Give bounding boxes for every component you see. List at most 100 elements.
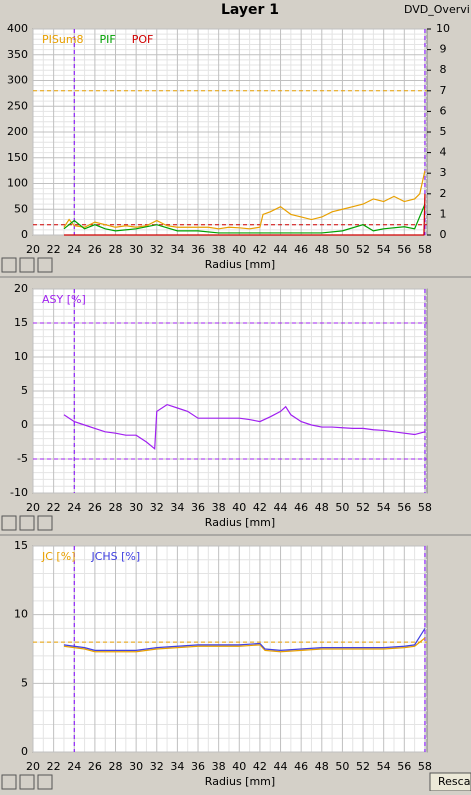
- series-line: [63, 193, 426, 236]
- x-tick-label: 48: [315, 243, 329, 256]
- y2-tick-label: 5: [440, 125, 447, 138]
- y-tick-label: 350: [7, 48, 28, 61]
- y2-tick-label: 4: [440, 146, 447, 159]
- x-tick-label: 42: [253, 243, 267, 256]
- x-tick-label: 54: [377, 243, 391, 256]
- x-tick-label: 24: [67, 501, 81, 514]
- toolbar-icon[interactable]: [1, 257, 17, 273]
- x-tick-label: 44: [274, 243, 288, 256]
- y2-tick-label: 2: [440, 187, 447, 200]
- x-tick-label: 54: [377, 760, 391, 773]
- y2-tick-label: 9: [440, 43, 447, 56]
- x-tick-label: 36: [191, 760, 205, 773]
- x-tick-label: 52: [356, 243, 370, 256]
- y2-tick-label: 3: [440, 166, 447, 179]
- x-tick-label: 20: [26, 243, 40, 256]
- toolbar-icon[interactable]: [37, 257, 53, 273]
- series-line: [63, 170, 426, 230]
- x-tick-label: 56: [397, 501, 411, 514]
- x-tick-label: 28: [109, 243, 123, 256]
- x-tick-label: 56: [397, 243, 411, 256]
- y-tick-label: 0: [21, 228, 28, 241]
- y-tick-label: -5: [17, 452, 28, 465]
- legend-entry: JCHS [%]: [90, 550, 140, 563]
- y-tick-label: 400: [7, 22, 28, 35]
- x-tick-label: 32: [150, 760, 164, 773]
- y-tick-label: 10: [14, 608, 28, 621]
- y2-tick-label: 6: [440, 104, 447, 117]
- y-tick-label: 200: [7, 125, 28, 138]
- toolbar-icon[interactable]: [37, 774, 53, 790]
- rescale-label[interactable]: Rescal: [438, 775, 471, 788]
- y-tick-label: 5: [21, 676, 28, 689]
- x-tick-label: 40: [232, 501, 246, 514]
- y-tick-label: 15: [14, 316, 28, 329]
- y-tick-label: 0: [21, 745, 28, 758]
- x-tick-label: 38: [212, 760, 226, 773]
- x-tick-label: 28: [109, 501, 123, 514]
- y2-tick-label: 10: [436, 22, 450, 35]
- y-tick-label: 250: [7, 99, 28, 112]
- series-line: [63, 628, 426, 651]
- y-tick-label: -10: [10, 486, 28, 499]
- x-tick-label: 46: [294, 501, 308, 514]
- toolbar-icon[interactable]: [37, 515, 53, 531]
- x-tick-label: 42: [253, 760, 267, 773]
- x-tick-label: 26: [88, 243, 102, 256]
- y-tick-label: 0: [21, 418, 28, 431]
- x-tick-label: 44: [274, 760, 288, 773]
- x-tick-label: 32: [150, 501, 164, 514]
- y-tick-label: 15: [14, 539, 28, 552]
- x-tick-label: 58: [418, 501, 432, 514]
- x-tick-label: 32: [150, 243, 164, 256]
- x-tick-label: 30: [129, 243, 143, 256]
- x-tick-label: 48: [315, 501, 329, 514]
- series-line: [63, 403, 426, 451]
- x-tick-label: 44: [274, 501, 288, 514]
- x-tick-label: 34: [170, 243, 184, 256]
- toolbar-icon[interactable]: [1, 774, 17, 790]
- x-tick-label: 42: [253, 501, 267, 514]
- y-tick-label: 20: [14, 282, 28, 295]
- x-tick-label: 40: [232, 243, 246, 256]
- x-axis-label: Radius [mm]: [205, 775, 275, 788]
- toolbar-icon[interactable]: [19, 515, 35, 531]
- x-tick-label: 38: [212, 501, 226, 514]
- x-tick-label: 58: [418, 760, 432, 773]
- series-line: [63, 203, 426, 234]
- x-tick-label: 50: [335, 760, 349, 773]
- y-tick-label: 50: [14, 202, 28, 215]
- legend-entry: ASY [%]: [42, 293, 86, 306]
- toolbar-icon[interactable]: [19, 774, 35, 790]
- x-tick-label: 34: [170, 760, 184, 773]
- y2-tick-label: 1: [440, 207, 447, 220]
- x-tick-label: 20: [26, 501, 40, 514]
- title-bar: [0, 0, 471, 20]
- toolbar-icon[interactable]: [19, 257, 35, 273]
- x-tick-label: 50: [335, 501, 349, 514]
- x-tick-label: 48: [315, 760, 329, 773]
- x-tick-label: 22: [47, 501, 61, 514]
- y-tick-label: 10: [14, 350, 28, 363]
- x-tick-label: 40: [232, 760, 246, 773]
- y2-tick-label: 8: [440, 63, 447, 76]
- series-line: [63, 637, 426, 653]
- x-tick-label: 46: [294, 760, 308, 773]
- legend-entry: PIF: [100, 33, 116, 46]
- tab-label: DVD_Overvi: [404, 3, 470, 16]
- legend-entry: POF: [132, 33, 154, 46]
- x-tick-label: 36: [191, 243, 205, 256]
- legend-entry: JC [%]: [41, 550, 75, 563]
- x-tick-label: 24: [67, 760, 81, 773]
- y-tick-label: 300: [7, 74, 28, 87]
- y-tick-label: 100: [7, 177, 28, 190]
- toolbar-icon[interactable]: [1, 515, 17, 531]
- x-axis-label: Radius [mm]: [205, 258, 275, 271]
- x-tick-label: 28: [109, 760, 123, 773]
- x-tick-label: 24: [67, 243, 81, 256]
- x-tick-label: 46: [294, 243, 308, 256]
- x-tick-label: 26: [88, 501, 102, 514]
- legend-entry: PISum8: [42, 33, 84, 46]
- x-tick-label: 36: [191, 501, 205, 514]
